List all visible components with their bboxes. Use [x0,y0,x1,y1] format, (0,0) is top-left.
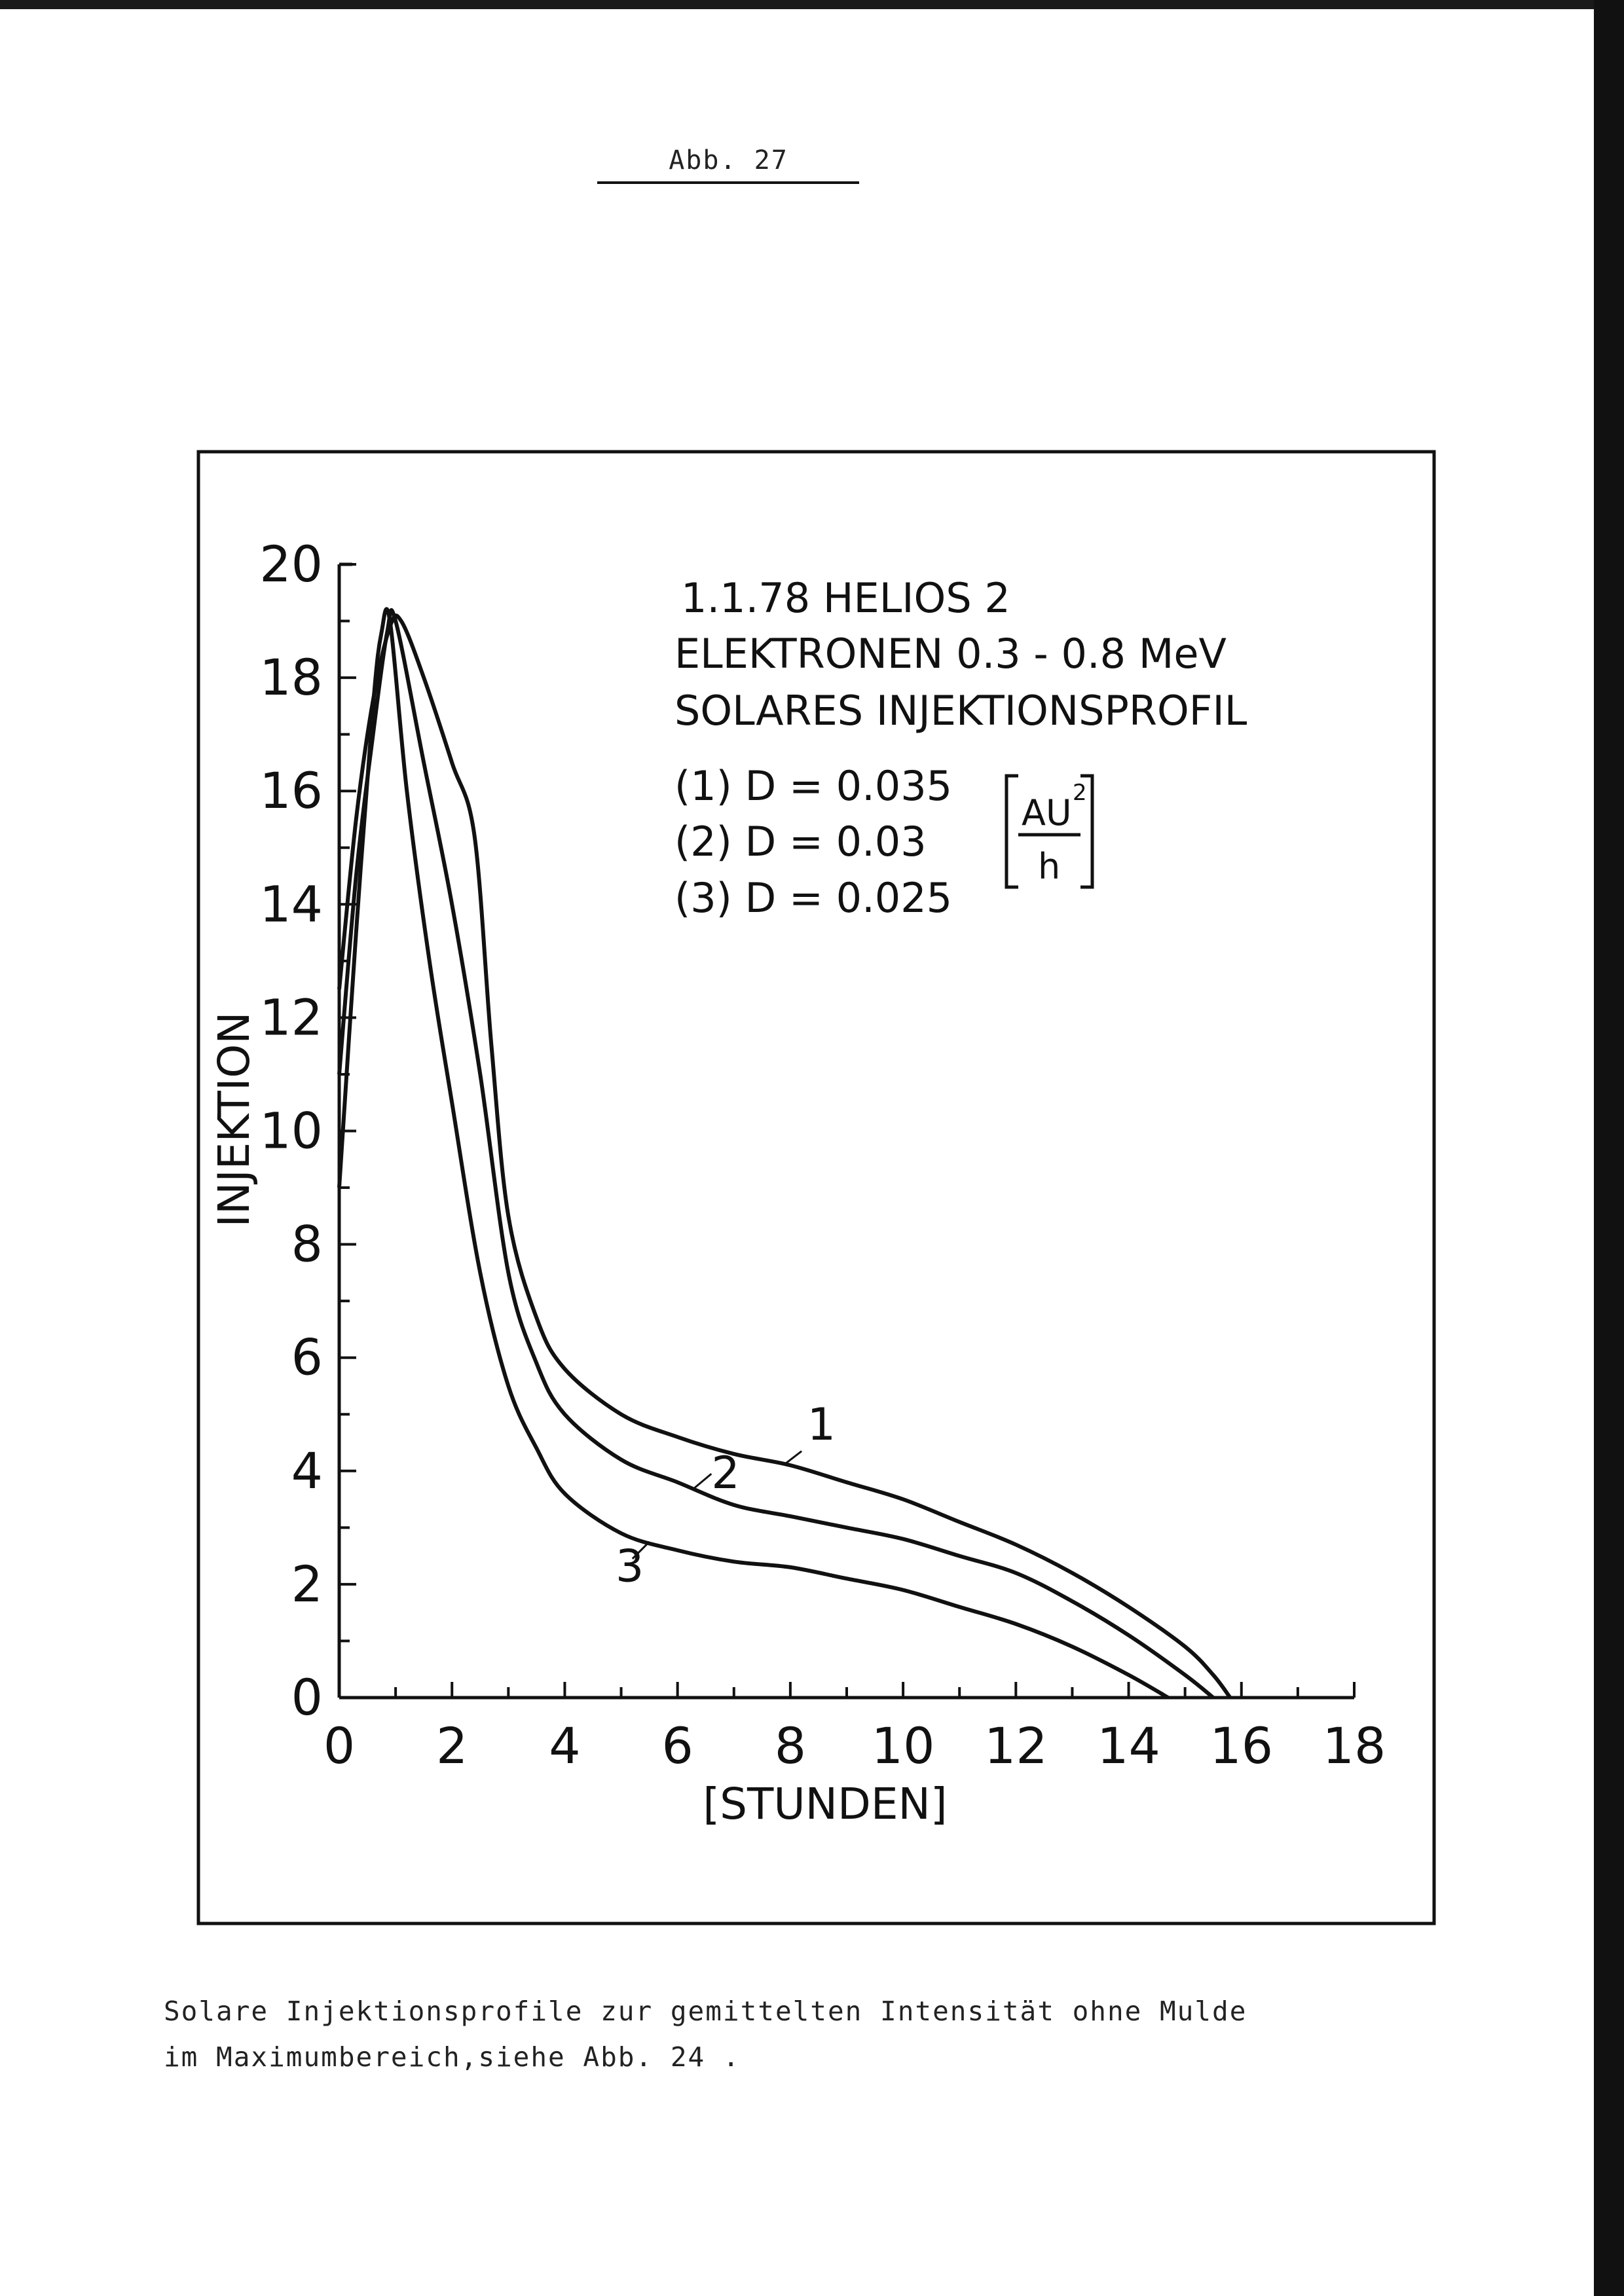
unit-denominator: h [1038,846,1060,887]
curve-label-leader-2 [693,1472,712,1489]
x-tick-label: 4 [549,1717,580,1775]
parameter-line-3: (3) D = 0.025 [674,874,952,922]
figure-number-underline [597,181,859,184]
parameter-line-2: (2) D = 0.03 [674,818,927,866]
y-tick-label: 6 [291,1328,323,1387]
x-tick-label: 18 [1323,1717,1386,1775]
info-box: 1.1.78 HELIOS 2 ELEKTRONEN 0.3 - 0.8 MeV… [674,574,1247,922]
x-tick-label: 14 [1097,1717,1160,1775]
curve-label-2: 2 [711,1448,739,1499]
y-tick-label: 2 [291,1555,323,1613]
x-tick-label: 8 [775,1717,806,1775]
x-axis-label: [STUNDEN] [703,1779,947,1829]
curve-label-leader-3 [631,1540,650,1560]
series-line-2 [337,608,1215,1700]
curve-label-3: 3 [616,1541,644,1593]
curve-label-1: 1 [807,1399,836,1451]
title-line-1: 1.1.78 HELIOS 2 [681,574,1010,622]
x-tick-label: 10 [872,1717,935,1775]
y-tick-label: 12 [259,988,323,1046]
series-line-3 [337,607,1170,1700]
x-tick-label: 6 [661,1717,693,1775]
y-tick-label: 20 [259,535,323,593]
title-line-2: ELEKTRONEN 0.3 - 0.8 MeV [674,630,1227,678]
scan-edge-top [0,0,1624,9]
caption-line-2: im Maximumbereich,siehe Abb. 24 . [164,2041,741,2073]
x-tick-label: 2 [436,1717,468,1775]
scan-edge-right [1594,0,1624,2296]
y-axis-label: INJEKTION [209,1011,259,1227]
y-tick-label: 4 [291,1442,323,1500]
y-tick-label: 18 [259,648,323,706]
y-tick-label: 16 [259,761,323,820]
curve-label-leader-1 [784,1450,803,1465]
unit-exponent: 2 [1073,780,1087,806]
x-tick-label: 16 [1209,1717,1273,1775]
y-tick-label: 14 [259,875,323,933]
unit-numerator: AU [1022,792,1071,833]
y-tick-label: 10 [259,1102,323,1160]
x-tick-label: 12 [984,1717,1048,1775]
x-tick-label: 0 [323,1717,355,1775]
figure-number: Abb. 27 [669,145,788,175]
unit-bracket: AU 2 h [1005,774,1094,889]
parameter-line-1: (1) D = 0.035 [674,762,952,810]
title-line-3: SOLARES INJEKTIONSPROFIL [674,687,1247,735]
data-series [337,607,1232,1700]
y-tick-label: 0 [291,1668,323,1726]
y-tick-label: 8 [291,1215,323,1273]
curve-labels: 1 2 3 [616,1399,836,1592]
figure-frame [196,450,1436,1925]
caption-line-1: Solare Injektionsprofile zur gemittelten… [164,1995,1247,2027]
